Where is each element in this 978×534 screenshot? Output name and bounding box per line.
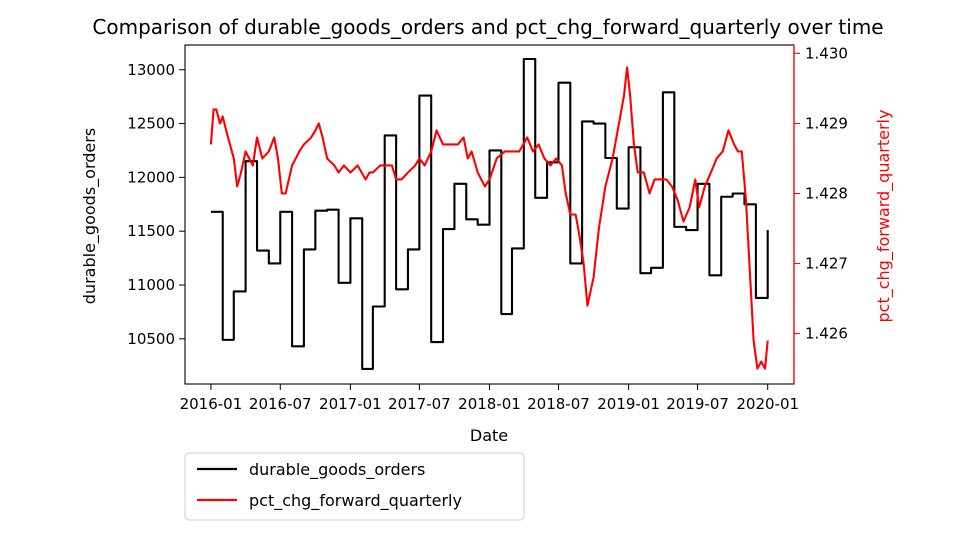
series-line-durable-goods-orders — [210, 57, 769, 370]
y-right-tick-label: 1.428 — [805, 184, 848, 202]
y-axis-left-label: durable_goods_orders — [80, 128, 100, 304]
x-tick-label: 2017-01 — [319, 395, 382, 413]
series-line-pct-chg-forward-quarterly — [209, 66, 769, 370]
x-tick-label: 2016-07 — [249, 395, 312, 413]
legend-label-durable-goods-orders: durable_goods_orders — [249, 460, 425, 480]
chart-title: Comparison of durable_goods_orders and p… — [92, 15, 883, 39]
x-tick-label: 2017-07 — [388, 395, 451, 413]
x-axis-label: Date — [470, 426, 508, 445]
x-tick-label: 2019-07 — [666, 395, 729, 413]
x-tick-label: 2019-01 — [597, 395, 660, 413]
legend: durable_goods_orders pct_chg_forward_qua… — [184, 452, 525, 521]
x-tick-label: 2018-07 — [527, 395, 590, 413]
y-left-tick-label: 12500 — [127, 115, 175, 133]
x-tick-label: 2016-01 — [180, 395, 243, 413]
x-tick-label: 2020-01 — [736, 395, 799, 413]
y-left-tick-label: 11500 — [127, 222, 175, 240]
y-left-tick-label: 11000 — [127, 276, 175, 294]
y-axis-right: 1.426 1.427 1.428 1.429 1.430 — [793, 44, 848, 384]
x-axis: 2016-01 2016-07 2017-01 2017-07 2018-01 2018-… — [180, 384, 799, 413]
y-right-tick-label: 1.426 — [805, 325, 848, 343]
y-left-tick-label: 13000 — [127, 61, 175, 79]
y-left-tick-label: 10500 — [127, 330, 175, 348]
y-right-tick-label: 1.429 — [805, 114, 848, 132]
y-right-tick-label: 1.430 — [805, 44, 848, 62]
y-left-tick-label: 12000 — [127, 168, 175, 186]
series-layer — [209, 57, 769, 370]
y-right-tick-label: 1.427 — [805, 255, 848, 273]
legend-label-pct-chg-forward-quarterly: pct_chg_forward_quarterly — [249, 491, 462, 511]
y-axis-left: 10500 11000 11500 12000 12500 13000 — [127, 61, 185, 348]
x-tick-label: 2018-01 — [458, 395, 521, 413]
y-axis-right-label: pct_chg_forward_quarterly — [874, 110, 894, 323]
legend-frame — [184, 452, 525, 521]
